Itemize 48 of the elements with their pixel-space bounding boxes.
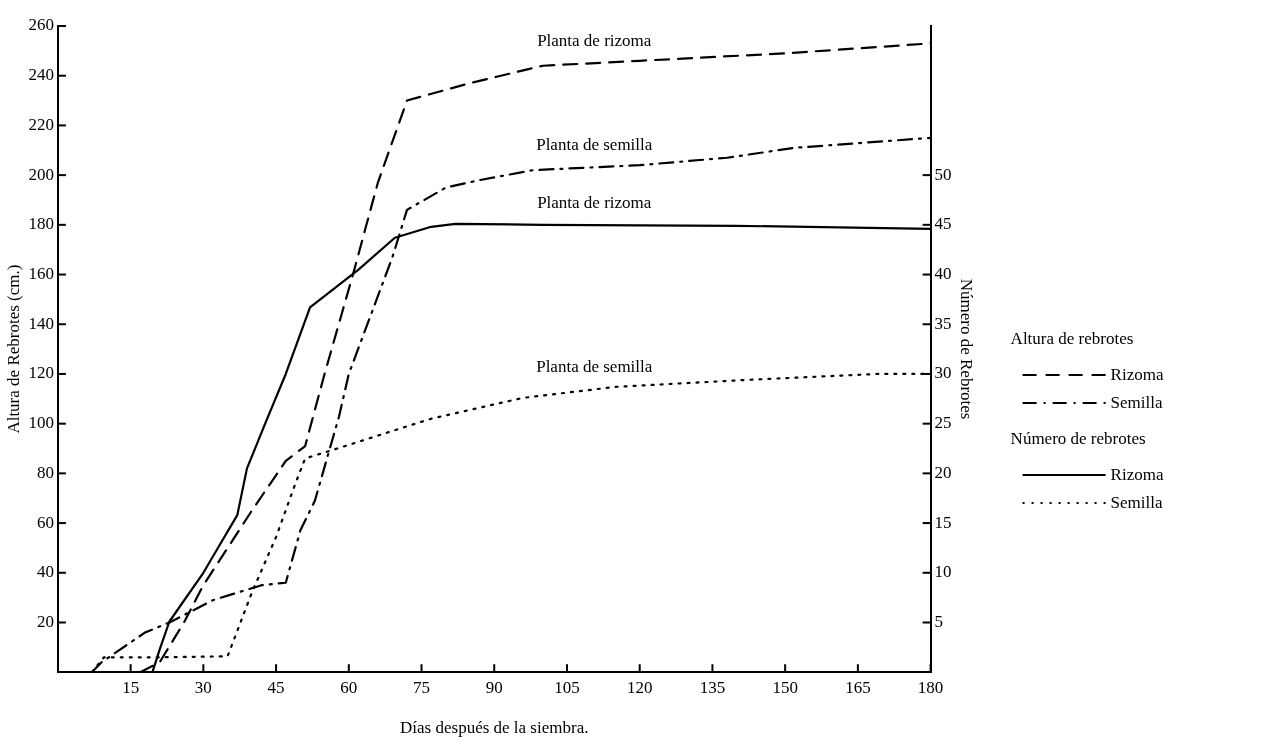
text: Altura de rebrotes <box>1010 328 1134 348</box>
x-tick-label: 120 <box>626 677 653 697</box>
x-tick-label: 105 <box>554 677 580 697</box>
y-tick-label: 80 <box>36 462 54 482</box>
x-axis-title: Días después de la siembra. <box>400 718 589 738</box>
y-tick-label: 220 <box>28 114 54 134</box>
y-tick-label: 60 <box>36 512 54 532</box>
text: Número de rebrotes <box>1010 428 1146 448</box>
annotation: Planta de rizoma <box>537 30 652 50</box>
x-tick-label: 60 <box>340 677 358 697</box>
y2-tick-label: 20 <box>934 462 952 482</box>
y-tick-label: 140 <box>28 313 54 333</box>
y2-tick-label: 15 <box>934 512 952 532</box>
y-tick-label: 240 <box>28 65 54 85</box>
y-tick-label: 20 <box>36 611 54 631</box>
y-tick-label: 260 <box>28 15 54 35</box>
y-tick-label: 180 <box>28 214 54 234</box>
legend-label: Semilla <box>1110 392 1163 412</box>
y-tick-label: 160 <box>28 264 54 284</box>
x-tick-label: 165 <box>845 677 871 697</box>
annotation: Planta de semilla <box>536 134 653 154</box>
x-tick-label: 150 <box>772 677 798 697</box>
x-tick-label: 30 <box>194 677 212 697</box>
annotation: Planta de semilla <box>536 356 653 376</box>
x-tick-label: 45 <box>267 677 285 697</box>
x-tick-label: 135 <box>699 677 726 697</box>
legend-label: Rizoma <box>1110 364 1164 384</box>
y2-axis-title: Número de Rebrotes <box>957 278 977 420</box>
x-tick-label: 15 <box>122 677 140 697</box>
y2-tick-label: 40 <box>934 264 952 284</box>
y-tick-label: 40 <box>36 562 54 582</box>
y2-tick-label: 35 <box>934 313 952 333</box>
legend-label: Semilla <box>1110 492 1163 512</box>
y2-tick-label: 10 <box>934 562 952 582</box>
x-tick-label: 75 <box>413 677 431 697</box>
y2-tick-label: 50 <box>934 164 952 184</box>
y2-tick-label: 5 <box>934 611 944 631</box>
y-tick-label: 100 <box>28 413 54 433</box>
y-tick-label: 120 <box>28 363 54 383</box>
y-axis-title: Altura de Rebrotes (cm.) <box>3 264 23 434</box>
annotation: Planta de rizoma <box>537 192 652 212</box>
y2-tick-label: 25 <box>934 413 952 433</box>
x-tick-label: 90 <box>485 677 503 697</box>
y2-tick-label: 30 <box>934 363 952 383</box>
y-tick-label: 200 <box>28 164 54 184</box>
x-tick-label: 180 <box>917 677 944 697</box>
legend-label: Rizoma <box>1110 464 1164 484</box>
y2-tick-label: 45 <box>934 214 952 234</box>
